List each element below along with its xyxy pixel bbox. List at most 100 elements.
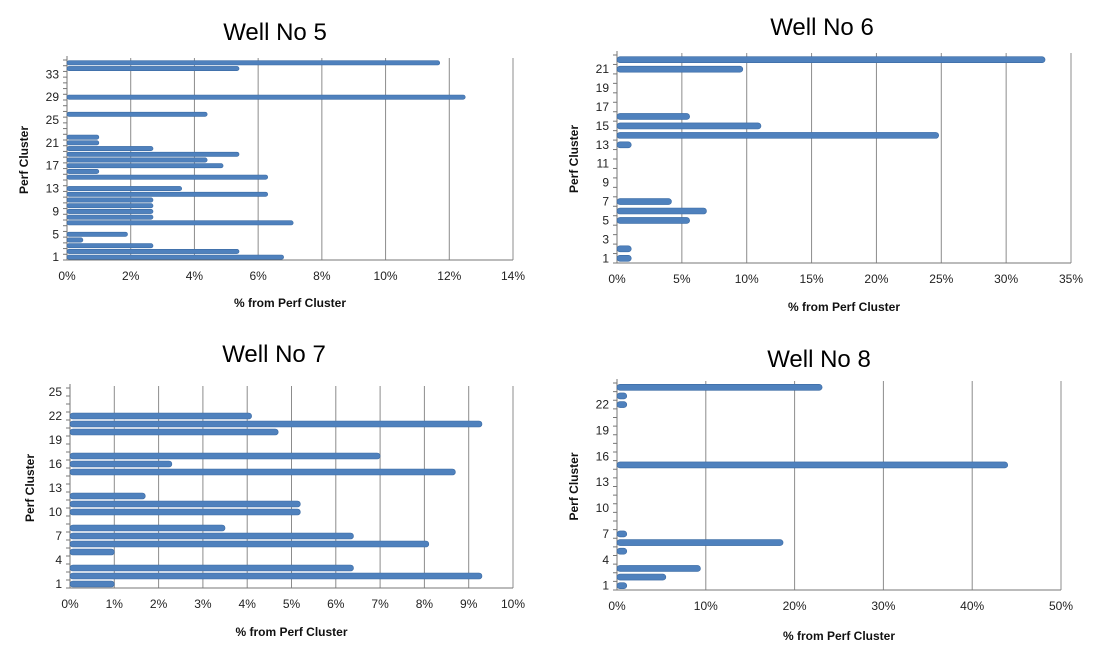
bar-cluster-16 — [69, 460, 173, 468]
chart-well-panel-1: Well No 5 0% 2% 4% 6% 8% 10% 12% 14% 1 5 9 13 17 21 25 2… — [17, 19, 525, 310]
x-axis-label: % from Perf Cluster — [783, 629, 895, 643]
x-tick-label: 8% — [313, 269, 331, 283]
y-tick-label: 7 — [55, 529, 62, 543]
y-tick-label: 15 — [596, 119, 610, 133]
y-tick-label: 19 — [596, 423, 610, 437]
x-tick-label: 9% — [460, 597, 478, 611]
y-tick-label: 13 — [46, 182, 60, 196]
bar-cluster-9 — [66, 208, 154, 214]
x-tick-label: 4% — [186, 269, 204, 283]
bar-cluster-21 — [66, 140, 100, 146]
y-axis-label: Perf Cluster — [567, 125, 581, 193]
x-tick-label: 0% — [58, 269, 76, 283]
y-tick-label: 33 — [46, 67, 60, 81]
bar-cluster-23 — [616, 392, 628, 400]
x-tick-label: 25% — [929, 272, 953, 286]
bar-cluster-2 — [616, 245, 632, 253]
bar-cluster-17 — [69, 452, 381, 460]
x-axis-label: % from Perf Cluster — [788, 300, 900, 314]
bar-cluster-6 — [616, 207, 707, 215]
bar-cluster-10 — [69, 508, 301, 516]
x-tick-label: 30% — [994, 272, 1018, 286]
bar-cluster-19 — [66, 151, 240, 157]
x-axis-label: % from Perf Cluster — [234, 296, 346, 310]
y-tick-label: 4 — [602, 553, 609, 567]
bar-cluster-6 — [69, 540, 430, 548]
x-tick-label: 10% — [374, 269, 398, 283]
y-tick-label: 5 — [602, 213, 609, 227]
bar-cluster-3 — [66, 243, 154, 249]
bar-cluster-10 — [66, 203, 154, 209]
bar-cluster-16 — [66, 168, 100, 174]
bar-cluster-21 — [69, 420, 483, 428]
bar-cluster-15 — [66, 174, 268, 180]
bar-cluster-35 — [66, 60, 441, 66]
bar-cluster-20 — [69, 428, 279, 436]
bar-cluster-3 — [69, 564, 354, 572]
x-tick-label: 2% — [150, 597, 168, 611]
bar-cluster-14 — [616, 132, 939, 139]
y-tick-label: 3 — [602, 232, 609, 246]
bar-cluster-26 — [66, 111, 208, 117]
chart-title: Well No 5 — [223, 19, 327, 46]
bar-cluster-2 — [69, 572, 483, 580]
bar-cluster-8 — [69, 524, 226, 532]
chart-title: Well No 7 — [222, 341, 326, 368]
bar-cluster-4 — [66, 237, 84, 243]
bar-cluster-11 — [69, 500, 301, 508]
bar-cluster-16 — [616, 113, 690, 120]
bar-cluster-34 — [66, 66, 240, 72]
y-tick-label: 13 — [49, 481, 63, 495]
chart-well-panel-4: Well No 8 0% 10% 20% 30% 40% 50% 1 4 7 10 13 16 19 22%… — [567, 346, 1073, 643]
y-tick-label: 21 — [46, 136, 60, 150]
y-tick-label: 16 — [49, 457, 63, 471]
x-tick-label: 10% — [694, 599, 718, 613]
x-tick-label: 20% — [783, 599, 807, 613]
bar-cluster-22 — [66, 134, 100, 140]
bar-cluster-1 — [69, 580, 115, 588]
y-tick-label: 16 — [596, 449, 610, 463]
y-tick-label: 1 — [55, 577, 62, 591]
y-tick-label: 25 — [46, 113, 60, 127]
bar-cluster-7 — [66, 220, 294, 226]
bar-cluster-2 — [66, 248, 240, 254]
y-tick-label: 29 — [46, 90, 60, 104]
y-tick-label: 19 — [49, 433, 63, 447]
y-tick-label: 10 — [49, 505, 63, 519]
bar-cluster-12 — [69, 492, 146, 500]
x-tick-label: 50% — [1049, 599, 1073, 613]
y-axis-label: Perf Cluster — [567, 452, 581, 520]
y-tick-label: 25 — [49, 385, 63, 399]
y-tick-label: 9 — [52, 204, 59, 218]
y-tick-label: 1 — [602, 251, 609, 265]
bar-cluster-11 — [66, 197, 154, 203]
x-tick-label: 40% — [960, 599, 984, 613]
x-tick-label: 6% — [249, 269, 267, 283]
y-tick-label: 1 — [602, 579, 609, 593]
bar-cluster-1 — [616, 254, 632, 262]
bar-cluster-5 — [69, 548, 115, 556]
bar-cluster-5 — [616, 217, 690, 224]
y-tick-label: 13 — [596, 138, 610, 152]
bar-cluster-6 — [616, 539, 784, 546]
chart-well-panel-3: Well No 7 0% 1% 2% 3% 4% 5% 6% 7% 8% 9% 10% 1 4 7 10 13 1… — [23, 341, 525, 639]
x-tick-label: 3% — [194, 597, 212, 611]
y-tick-label: 7 — [602, 527, 609, 541]
y-tick-label: 1 — [52, 250, 59, 264]
bar-cluster-13 — [66, 186, 182, 192]
x-tick-label: 8% — [416, 597, 434, 611]
x-tick-label: 20% — [864, 272, 888, 286]
x-tick-label: 2% — [122, 269, 140, 283]
x-tick-label: 6% — [327, 597, 345, 611]
x-tick-label: 7% — [371, 597, 389, 611]
x-tick-label: 5% — [673, 272, 691, 286]
bar-cluster-3 — [616, 565, 701, 572]
y-tick-label: 17 — [596, 100, 610, 114]
x-tick-label: 12% — [437, 269, 461, 283]
bar-cluster-22 — [616, 401, 628, 408]
bar-cluster-12 — [66, 191, 268, 197]
bar-cluster-15 — [616, 122, 762, 130]
x-tick-label: 14% — [501, 269, 525, 283]
bar-cluster-21 — [616, 65, 744, 73]
